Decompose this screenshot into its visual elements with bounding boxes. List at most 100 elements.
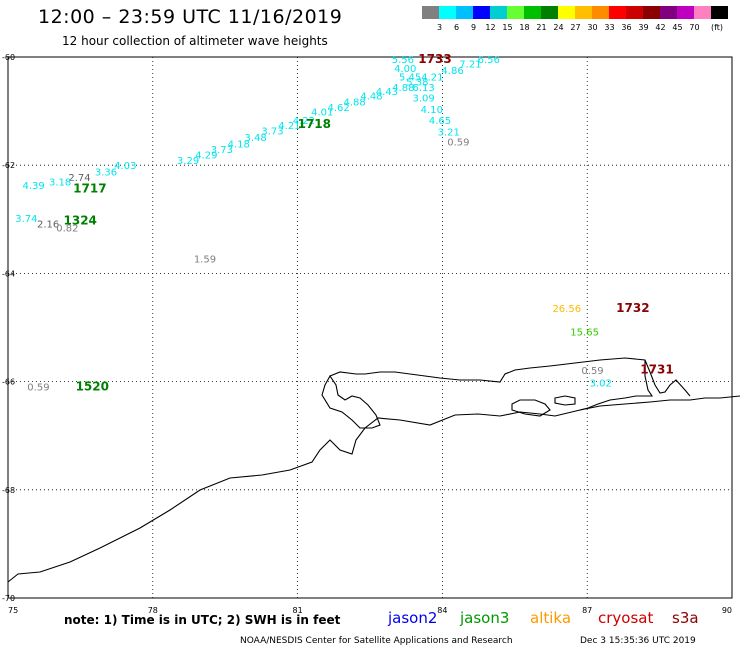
legend-swatch bbox=[507, 6, 524, 19]
wave-height-value: 4.18 bbox=[228, 140, 250, 151]
wave-height-value: 4.88 bbox=[392, 83, 414, 94]
legend-swatch bbox=[541, 6, 558, 19]
pass-time-label: 1520 bbox=[76, 379, 109, 393]
wave-height-value: 26.56 bbox=[552, 304, 581, 315]
wave-height-value: 3.73 bbox=[211, 145, 233, 156]
legend-label: 18 bbox=[519, 23, 530, 32]
pass-time-label: 1731 bbox=[640, 363, 673, 377]
axis-tick-labels: 75 78 81 84 87 90 -60 -62 -64 -66 -68 -70 bbox=[2, 53, 732, 615]
wave-height-value: 0.59 bbox=[581, 366, 603, 377]
legend-label: 27 bbox=[570, 23, 581, 32]
wave-height-value: 3.48 bbox=[245, 133, 267, 144]
wave-height-value: 3.21 bbox=[438, 128, 460, 139]
wave-height-value: 3.18 bbox=[49, 177, 71, 188]
satellite-altika: altika bbox=[530, 609, 572, 627]
wave-height-value: 0.82 bbox=[56, 223, 78, 234]
pass-time-label: 1733 bbox=[418, 52, 451, 66]
wave-height-value: 4.00 bbox=[394, 64, 416, 75]
wave-height-value: 4.01 bbox=[311, 108, 333, 119]
wave-height-value: 4.88 bbox=[343, 97, 365, 108]
legend-label: 21 bbox=[536, 23, 547, 32]
legend-swatch bbox=[524, 6, 541, 19]
y-tick-label: -66 bbox=[2, 378, 15, 387]
satellite-jason3: jason3 bbox=[460, 609, 510, 627]
legend-label: 33 bbox=[604, 23, 615, 32]
legend-label: 3 bbox=[436, 23, 443, 32]
legend-swatch bbox=[558, 6, 575, 19]
wave-height-value: 4.62 bbox=[328, 103, 350, 114]
wave-height-value: 4.21 bbox=[278, 121, 300, 132]
satellite-s3a: s3a bbox=[672, 609, 699, 627]
wave-height-value: 4.22 bbox=[293, 116, 315, 127]
wave-height-value: 5.38 bbox=[406, 77, 428, 88]
wave-height-value: 4.10 bbox=[421, 105, 443, 116]
legend-label: 42 bbox=[655, 23, 666, 32]
wave-height-value: 6.56 bbox=[478, 55, 500, 66]
x-tick-label: 75 bbox=[8, 606, 18, 615]
wave-height-value: 1.59 bbox=[194, 254, 216, 265]
generated-timestamp: Dec 3 15:35:36 UTC 2019 bbox=[580, 636, 696, 646]
x-tick-label: 81 bbox=[293, 606, 303, 615]
legend-label: 15 bbox=[502, 23, 513, 32]
map-frame bbox=[7, 56, 733, 599]
satellite-cryosat: cryosat bbox=[598, 609, 654, 627]
wave-height-value: 4.39 bbox=[22, 181, 44, 192]
wave-height-value: 5.454.21 bbox=[399, 72, 444, 83]
wave-height-value: 4.43 bbox=[376, 87, 398, 98]
wave-height-value: 4.48 bbox=[360, 91, 382, 102]
credit-text: NOAA/NESDIS Center for Satellite Applica… bbox=[240, 636, 513, 646]
legend-swatch bbox=[575, 6, 592, 19]
legend-swatch bbox=[490, 6, 507, 19]
wave-height-value: 3.09 bbox=[412, 94, 434, 105]
wave-height-value: 3.36 bbox=[95, 168, 117, 179]
wave-height-value: 0.59 bbox=[27, 382, 49, 393]
wave-height-value: 7.21 bbox=[459, 59, 481, 70]
legend-label: 36 bbox=[621, 23, 632, 32]
y-tick-label: -64 bbox=[2, 269, 15, 278]
map-grid bbox=[7, 56, 733, 599]
wave-height-value: 5.56 bbox=[392, 55, 414, 66]
pass-time-labels: 1733 1718 1717 1324 1732 1731 1520 bbox=[64, 52, 674, 393]
wave-height-value: 4.29 bbox=[195, 150, 217, 161]
x-tick-label: 90 bbox=[722, 606, 732, 615]
antarctic-coastline bbox=[7, 395, 740, 583]
legend-label: 6 bbox=[453, 23, 460, 32]
island-outline bbox=[511, 399, 551, 417]
legend-swatch bbox=[456, 6, 473, 19]
x-tick-label: 87 bbox=[582, 606, 592, 615]
legend-swatch bbox=[626, 6, 643, 19]
legend-label: 39 bbox=[638, 23, 649, 32]
wave-height-value: 2.74 bbox=[68, 173, 90, 184]
wave-height-value: 4.65 bbox=[429, 116, 451, 127]
x-tick-label: 78 bbox=[148, 606, 158, 615]
legend-swatch bbox=[643, 6, 660, 19]
observation-values: 5.56 6.567.214.00 4.865.454.215.384.886.13… bbox=[15, 55, 612, 393]
satellite-jason2: jason2 bbox=[388, 609, 438, 627]
wave-height-value: 3.29 bbox=[177, 156, 199, 167]
wave-height-value: 4.03 bbox=[114, 161, 136, 172]
y-tick-label: -70 bbox=[2, 594, 15, 603]
y-tick-label: -62 bbox=[2, 161, 15, 170]
coastline bbox=[7, 357, 740, 583]
island-outline-small bbox=[554, 395, 576, 406]
wave-height-value: 3.73 bbox=[261, 127, 283, 138]
wave-height-value: 3.02 bbox=[590, 379, 612, 390]
page-title: 12:00 – 23:59 UTC 11/16/2019 bbox=[38, 6, 343, 28]
legend-label: 9 bbox=[470, 23, 477, 32]
y-tick-label: -68 bbox=[2, 486, 15, 495]
legend-swatch bbox=[711, 6, 728, 19]
y-tick-label: -60 bbox=[2, 53, 15, 62]
pass-time-label: 1732 bbox=[616, 301, 649, 315]
legend-label: (ft) bbox=[710, 23, 724, 32]
page-subtitle: 12 hour collection of altimeter wave hei… bbox=[62, 34, 328, 48]
legend-label: 24 bbox=[553, 23, 564, 32]
ice-shelf-outline bbox=[321, 357, 691, 429]
wave-height-value: 3.74 bbox=[15, 214, 37, 225]
legend-label: 30 bbox=[587, 23, 598, 32]
legend-swatch bbox=[439, 6, 456, 19]
legend-swatch bbox=[677, 6, 694, 19]
legend-swatch bbox=[592, 6, 609, 19]
wave-height-value: 6.13 bbox=[412, 83, 434, 94]
legend-swatch bbox=[660, 6, 677, 19]
